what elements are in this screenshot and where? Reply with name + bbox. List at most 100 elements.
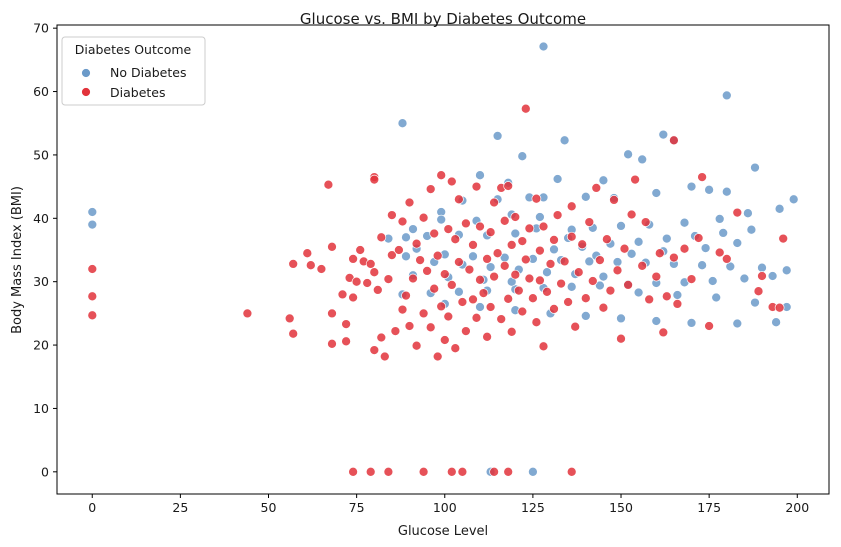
data-point	[450, 343, 461, 354]
y-tick-label: 60	[33, 84, 49, 99]
data-point	[397, 304, 408, 315]
data-point	[510, 228, 521, 239]
data-point	[644, 294, 655, 305]
data-point	[669, 135, 679, 146]
data-point	[443, 311, 454, 322]
data-point	[87, 219, 98, 230]
data-point	[549, 304, 559, 314]
x-tick-label: 125	[521, 500, 545, 515]
data-point	[475, 274, 485, 285]
data-point	[573, 267, 584, 278]
data-point	[552, 210, 563, 220]
data-point	[704, 321, 714, 331]
data-point	[387, 210, 397, 220]
chart-title: Glucose vs. BMI by Diabetes Outcome	[300, 10, 586, 28]
data-point	[623, 149, 633, 160]
data-point	[580, 293, 591, 304]
data-point	[626, 248, 637, 259]
data-point	[485, 262, 496, 272]
legend-label-no-diabetes: No Diabetes	[110, 65, 186, 80]
data-point	[757, 262, 767, 273]
data-point	[369, 174, 380, 185]
y-tick-label: 70	[33, 21, 49, 36]
data-point	[538, 221, 549, 232]
data-point	[305, 260, 316, 271]
data-point	[693, 233, 704, 243]
data-point	[721, 254, 732, 264]
data-point	[531, 317, 542, 328]
data-point	[637, 154, 648, 165]
data-point	[661, 233, 672, 244]
y-tick-label: 20	[33, 338, 49, 353]
x-tick-label: 200	[785, 500, 809, 515]
data-point	[616, 221, 626, 231]
data-point	[475, 170, 485, 181]
data-point	[489, 197, 499, 208]
data-point	[432, 250, 443, 261]
data-point	[468, 240, 478, 250]
data-point	[654, 248, 665, 259]
data-point	[686, 318, 697, 328]
data-point	[341, 336, 351, 347]
data-point	[750, 162, 760, 173]
data-point	[362, 278, 373, 288]
data-point	[549, 244, 559, 255]
data-point	[591, 183, 602, 193]
data-point	[464, 264, 475, 275]
data-point	[482, 254, 492, 264]
data-point	[584, 217, 595, 227]
data-point	[520, 103, 531, 114]
legend-marker-no-diabetes	[81, 68, 91, 78]
data-point	[411, 238, 422, 249]
data-point	[520, 254, 531, 265]
data-point	[503, 181, 514, 191]
data-point	[411, 340, 422, 351]
data-point	[535, 275, 545, 286]
data-point	[87, 310, 98, 321]
data-point	[771, 317, 781, 328]
data-point	[457, 466, 468, 477]
data-point	[714, 214, 725, 224]
data-point	[394, 245, 404, 255]
data-point	[609, 195, 619, 205]
data-point	[510, 212, 521, 222]
data-point	[732, 238, 743, 248]
data-point	[623, 280, 633, 290]
x-tick-label: 100	[433, 500, 457, 515]
data-point	[697, 260, 707, 271]
data-point	[461, 218, 471, 229]
data-point	[598, 271, 609, 282]
data-point	[602, 234, 612, 245]
data-point	[605, 285, 616, 296]
data-point	[242, 308, 253, 319]
data-point	[429, 283, 440, 294]
scatter-points	[87, 41, 799, 477]
data-point	[732, 318, 743, 329]
data-point	[422, 266, 432, 276]
x-tick-label: 50	[261, 500, 277, 515]
data-point	[327, 241, 337, 252]
data-point	[774, 203, 785, 214]
data-point	[510, 269, 521, 280]
data-point	[679, 217, 690, 228]
data-point	[341, 319, 351, 329]
data-point	[397, 118, 408, 129]
data-point	[401, 251, 411, 262]
data-point	[788, 194, 799, 205]
data-point	[475, 221, 485, 232]
data-point	[524, 223, 535, 234]
data-point	[492, 248, 503, 259]
data-point	[485, 227, 496, 238]
data-point	[454, 194, 464, 205]
data-point	[87, 291, 98, 302]
data-point	[528, 466, 538, 477]
data-point	[337, 289, 348, 300]
y-tick-label: 50	[33, 147, 49, 162]
data-point	[753, 286, 764, 297]
data-point	[566, 281, 577, 292]
data-point	[513, 285, 524, 296]
data-point	[404, 321, 415, 331]
data-point	[418, 308, 429, 319]
y-axis-label: Body Mass Index (BMI)	[10, 186, 25, 334]
x-tick-label: 75	[349, 500, 365, 515]
